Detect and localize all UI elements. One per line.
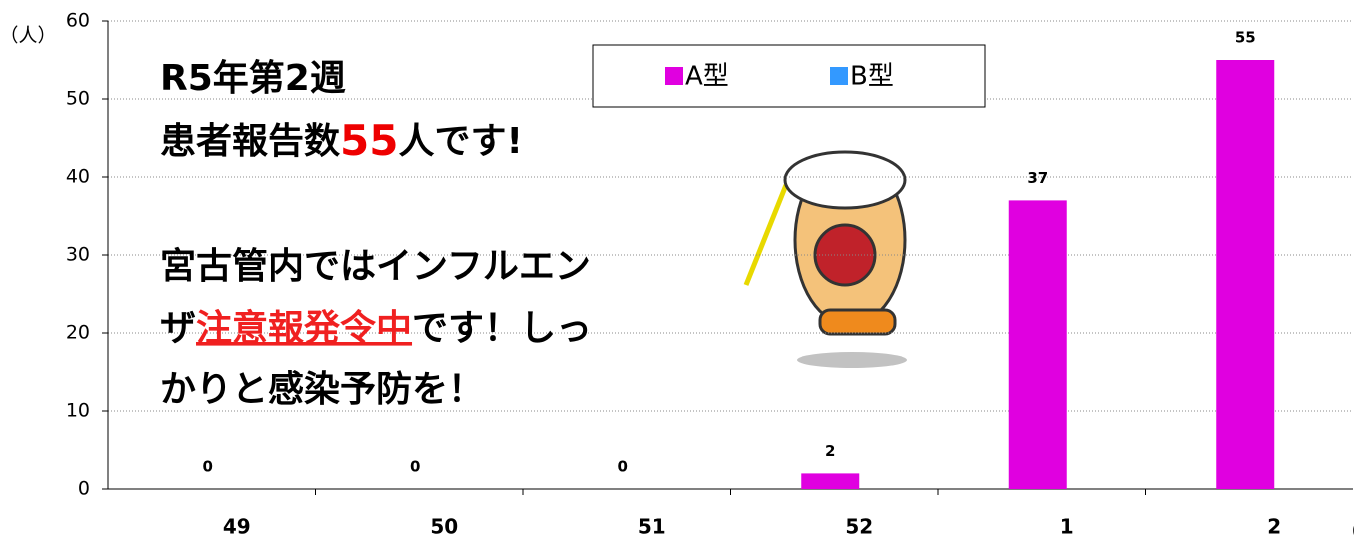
data-label: 2 [825,442,835,460]
x-tick-label: 50 [430,515,458,539]
x-tick-label: 52 [845,515,873,539]
legend-swatch [665,67,683,85]
legend-box [592,44,986,108]
legend-label: B型 [850,62,894,92]
x-axis-label: （週） [1340,521,1354,540]
x-tick-label: 51 [638,515,666,539]
data-label: 55 [1235,29,1256,47]
annotation: 宮古管内ではインフルエン [160,246,591,287]
annotation-part: 人です! [398,121,522,162]
y-axis-label: （人） [0,25,57,47]
character [743,150,907,368]
y-tick-label: 0 [78,478,90,500]
data-label: 0 [618,458,628,476]
annotation-part: R5年第2週 [160,58,346,99]
legend-swatch [830,67,848,85]
annotation-part: 注意報発令中 [196,308,412,349]
annotation-part: かりと感染予防を！ [160,369,484,410]
y-tick-label: 20 [66,322,90,344]
data-label: 0 [410,458,420,476]
x-tick-label: 49 [223,515,251,539]
annotation-part: 55 [340,116,398,165]
legend-label: A型 [685,62,729,92]
x-tick-label: 2 [1267,515,1281,539]
data-label: 37 [1027,169,1048,187]
annotation: ザ注意報発令中です！しっ [160,308,592,349]
data-label: 0 [203,458,213,476]
y-tick-label: 10 [66,400,90,422]
annotation-part: 宮古管内ではインフルエン [160,246,591,287]
bar [801,473,860,489]
annotation: 患者報告数55人です! [160,116,523,165]
annotation: R5年第2週 [160,58,346,99]
y-tick-label: 50 [66,88,90,110]
annotation-part: です！しっ [412,308,592,349]
y-tick-label: 30 [66,244,90,266]
annotation: かりと感染予防を！ [160,369,484,410]
y-tick-label: 60 [66,10,90,32]
annotation-part: ザ [160,308,196,349]
x-tick-label: 1 [1060,515,1074,539]
annotation-part: 患者報告数 [160,121,340,162]
y-tick-label: 40 [66,166,90,188]
bar [1008,200,1067,489]
bar [1216,60,1275,489]
